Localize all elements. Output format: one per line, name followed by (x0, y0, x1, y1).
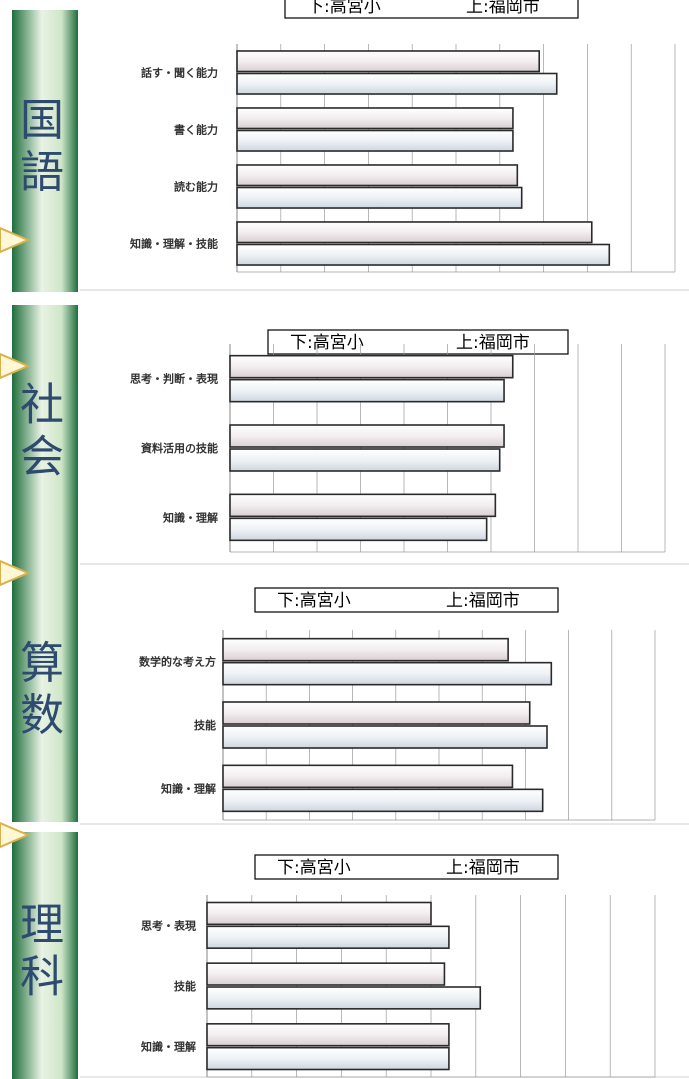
bar-takamiya (206, 986, 482, 1010)
bar-takamiya (229, 517, 488, 542)
legend-entry: 上:福岡市 (466, 0, 540, 17)
legend-entry: 下:高宮小 (307, 0, 381, 17)
bar-takamiya (229, 378, 505, 403)
category-label: 資料活用の技能 (141, 441, 218, 455)
legend-entry: 下:高宮小 (277, 858, 351, 878)
subject-label: 国語 (20, 95, 64, 198)
category-label: 技能 (194, 718, 216, 732)
bar-fukuoka (222, 701, 531, 725)
subject-label: 社会 (20, 380, 64, 483)
category-label: 知識・理解 (160, 781, 216, 795)
bar-takamiya (222, 725, 548, 749)
bar-fukuoka (236, 164, 519, 187)
category-label: 思考・表現 (141, 918, 196, 932)
legend-entry: 上:福岡市 (446, 858, 520, 878)
bar-takamiya (206, 1046, 450, 1071)
legend-entry: 上:福岡市 (456, 333, 530, 353)
category-label: 知識・理解 (140, 1040, 196, 1054)
bar-fukuoka (236, 221, 593, 244)
bar-takamiya (236, 72, 558, 95)
bar-takamiya (236, 129, 514, 152)
bar-fukuoka (206, 901, 432, 926)
pointer-arrow-icon (0, 821, 31, 849)
subject-strip (12, 566, 78, 822)
bar-fukuoka (236, 107, 514, 130)
legend-box (254, 854, 559, 880)
bar-takamiya (236, 243, 611, 266)
bar-takamiya (206, 925, 450, 949)
subject-strip (12, 10, 78, 292)
subject-label: 理科 (20, 900, 64, 1003)
pointer-arrow-icon (0, 352, 31, 380)
bar-takamiya (236, 186, 523, 209)
subject-strip (12, 832, 78, 1079)
category-label: 読む能力 (174, 180, 218, 194)
category-label: 知識・理解・技能 (129, 237, 218, 251)
bar-takamiya (222, 661, 553, 686)
legend-box (284, 0, 579, 19)
legend-box (267, 329, 569, 355)
category-label: 書く能力 (174, 123, 218, 137)
legend-entry: 上:福岡市 (446, 591, 520, 611)
bar-fukuoka (229, 493, 497, 518)
category-label: 思考・判断・表現 (130, 372, 218, 386)
bar-fukuoka (229, 424, 505, 448)
subject-label: 算数 (20, 638, 64, 741)
bar-fukuoka (229, 354, 514, 379)
pointer-arrow-icon (0, 226, 31, 254)
legend-entry: 下:高宮小 (290, 333, 364, 353)
category-label: 話す・聞く能力 (141, 66, 218, 80)
bar-takamiya (229, 448, 501, 472)
category-label: 技能 (174, 979, 196, 993)
subject-strip (12, 305, 78, 566)
bar-fukuoka (206, 1023, 450, 1047)
bar-fukuoka (206, 962, 446, 986)
legend-entry: 下:高宮小 (277, 591, 351, 611)
bar-takamiya (222, 788, 544, 813)
legend-box (254, 587, 559, 613)
category-label: 数学的な考え方 (139, 655, 216, 669)
bar-fukuoka (222, 764, 514, 789)
bar-fukuoka (236, 50, 541, 73)
category-label: 知識・理解 (162, 510, 218, 524)
pointer-arrow-icon (0, 559, 31, 587)
bar-fukuoka (222, 637, 509, 662)
